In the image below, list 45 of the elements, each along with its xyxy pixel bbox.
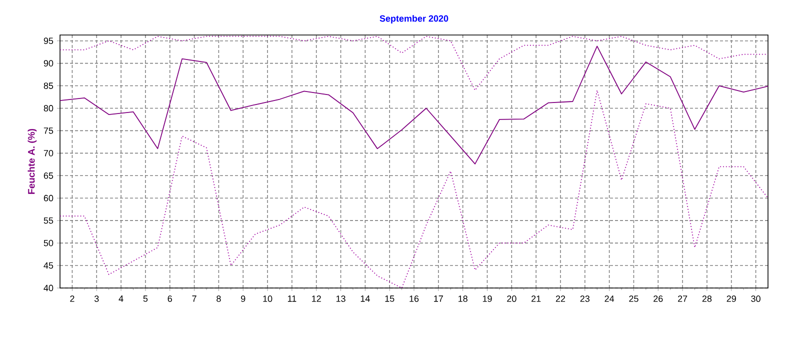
x-tick-label: 9 xyxy=(241,296,246,302)
x-tick-label: 17 xyxy=(434,296,443,302)
x-tick-label: 16 xyxy=(410,296,419,302)
x-tick-label: 28 xyxy=(702,296,712,302)
x-tick-label: 5 xyxy=(143,296,148,302)
y-tick-label: 95 xyxy=(44,38,54,44)
x-tick-label: 24 xyxy=(604,296,614,302)
x-tick-label: 30 xyxy=(751,296,760,302)
x-tick-label: 8 xyxy=(216,296,221,302)
y-tick-label: 75 xyxy=(44,128,54,134)
y-tick-label: 65 xyxy=(44,172,54,179)
x-tick-label: 25 xyxy=(629,296,638,302)
line-series xyxy=(60,90,768,288)
x-tick-label: 27 xyxy=(678,296,688,302)
x-tick-label: 14 xyxy=(360,296,370,302)
y-tick-label: 70 xyxy=(44,150,54,156)
x-tick-label: 12 xyxy=(312,296,321,302)
x-tick-label: 3 xyxy=(94,296,99,302)
x-tick-label: 2 xyxy=(70,296,74,302)
x-tick-label: 23 xyxy=(580,296,590,302)
y-tick-label: 55 xyxy=(44,217,54,224)
y-tick-label: 40 xyxy=(44,284,54,292)
x-tick-label: 29 xyxy=(726,296,736,302)
y-tick-label: 90 xyxy=(44,60,54,66)
line-series xyxy=(60,46,768,164)
y-tick-label: 60 xyxy=(44,194,54,202)
x-tick-label: 7 xyxy=(192,296,196,302)
y-axis-title: Feuchte A. (%) xyxy=(28,128,37,194)
y-tick-label: 85 xyxy=(44,82,54,89)
x-tick-label: 19 xyxy=(482,296,492,302)
x-tick-label: 21 xyxy=(532,296,541,302)
x-tick-label: 26 xyxy=(654,296,663,302)
x-tick-label: 20 xyxy=(507,296,516,302)
x-tick-label: 18 xyxy=(458,296,468,302)
y-tick-label: 80 xyxy=(44,105,54,112)
y-tick-label: 45 xyxy=(44,262,54,269)
x-tick-label: 15 xyxy=(385,296,394,302)
x-tick-label: 13 xyxy=(336,296,346,302)
x-tick-label: 4 xyxy=(118,296,124,302)
x-tick-label: 11 xyxy=(288,296,296,302)
x-tick-label: 22 xyxy=(556,296,566,302)
y-tick-label: 50 xyxy=(44,240,54,246)
x-tick-label: 10 xyxy=(263,296,272,302)
chart-title: September 2020 xyxy=(380,15,448,24)
x-tick-label: 6 xyxy=(168,296,172,302)
